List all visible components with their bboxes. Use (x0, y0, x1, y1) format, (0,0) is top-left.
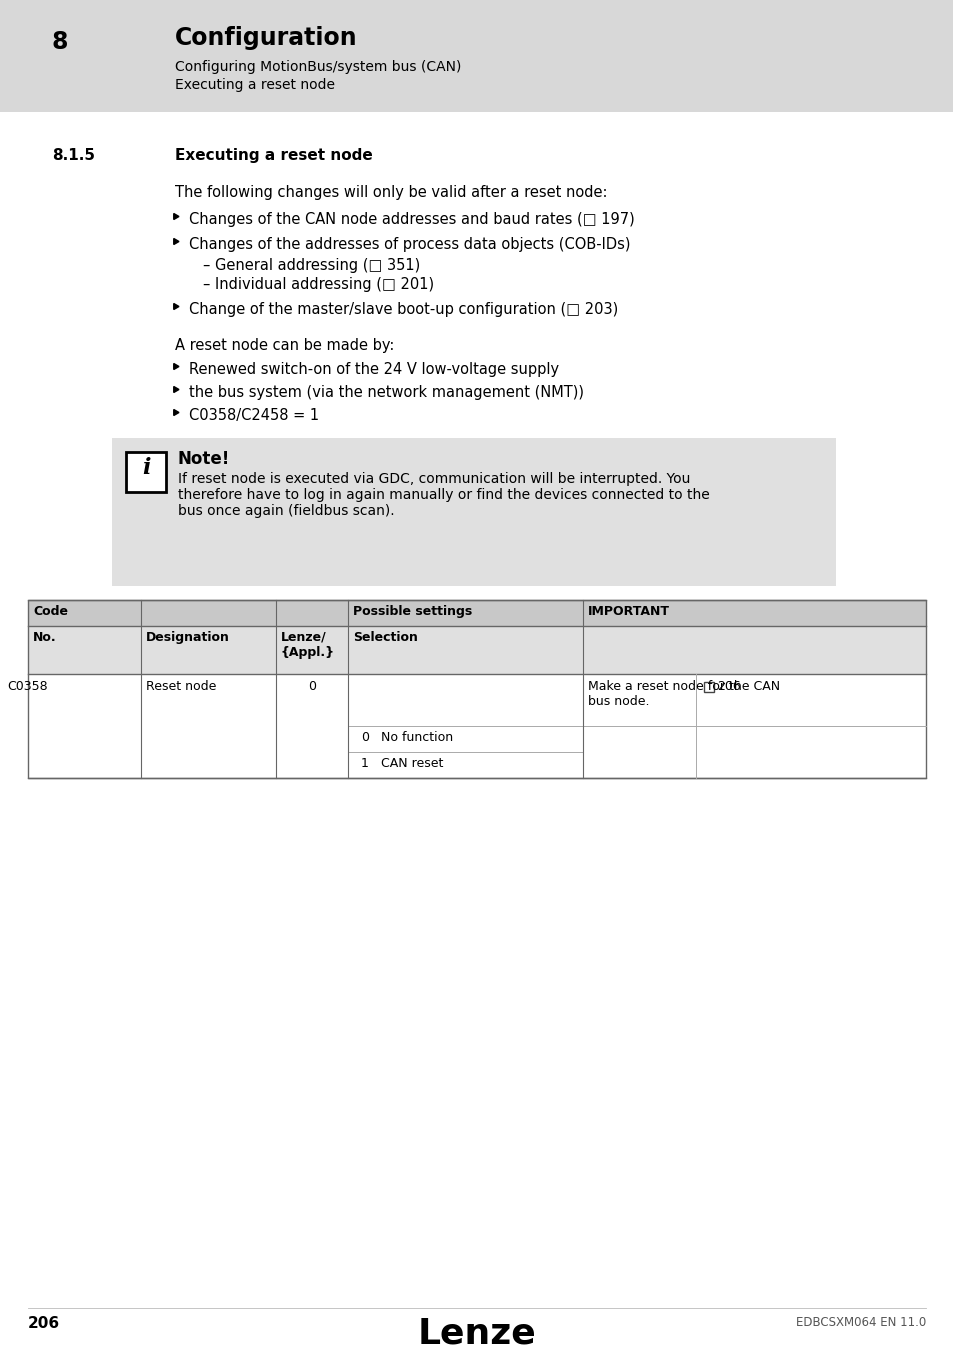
Text: EDBCSXM064 EN 11.0: EDBCSXM064 EN 11.0 (795, 1316, 925, 1328)
Text: Make a reset node for the CAN
bus node.: Make a reset node for the CAN bus node. (587, 680, 780, 707)
Text: Renewed switch-on of the 24 V low-voltage supply: Renewed switch-on of the 24 V low-voltag… (189, 362, 558, 377)
Text: Configuring MotionBus/system bus (CAN): Configuring MotionBus/system bus (CAN) (174, 59, 461, 74)
Text: Lenze/
{Appl.}: Lenze/ {Appl.} (281, 630, 335, 659)
Text: Note!: Note! (178, 450, 230, 468)
Text: Executing a reset node: Executing a reset node (174, 78, 335, 92)
Text: If reset node is executed via GDC, communication will be interrupted. You
theref: If reset node is executed via GDC, commu… (178, 472, 709, 518)
Text: Changes of the CAN node addresses and baud rates (□ 197): Changes of the CAN node addresses and ba… (189, 212, 634, 227)
Text: 8: 8 (52, 30, 69, 54)
Bar (703, 682, 713, 693)
Text: A reset node can be made by:: A reset node can be made by: (174, 338, 394, 352)
Text: Change of the master/slave boot-up configuration (□ 203): Change of the master/slave boot-up confi… (189, 302, 618, 317)
Text: No.: No. (33, 630, 56, 644)
Bar (28, 674, 925, 778)
Text: The following changes will only be valid after a reset node:: The following changes will only be valid… (174, 185, 607, 200)
Text: Lenze: Lenze (417, 1316, 536, 1350)
Text: 0: 0 (360, 730, 369, 744)
Text: Code: Code (33, 605, 68, 618)
Text: Configuration: Configuration (174, 26, 357, 50)
Text: 206: 206 (717, 680, 740, 693)
Bar (28, 626, 925, 674)
Text: Executing a reset node: Executing a reset node (174, 148, 373, 163)
Text: No function: No function (380, 730, 453, 744)
Bar (28, 599, 925, 626)
Text: IMPORTANT: IMPORTANT (587, 605, 669, 618)
Text: Changes of the addresses of process data objects (COB-IDs): Changes of the addresses of process data… (189, 238, 630, 252)
Text: 206: 206 (28, 1316, 60, 1331)
Text: Designation: Designation (146, 630, 230, 644)
Text: CAN reset: CAN reset (380, 757, 443, 769)
Text: Selection: Selection (353, 630, 417, 644)
Bar (112, 437, 835, 586)
Text: 1: 1 (360, 757, 369, 769)
Bar (0, 0, 953, 112)
Text: Reset node: Reset node (146, 680, 216, 693)
Text: C0358/C2458 = 1: C0358/C2458 = 1 (189, 408, 319, 423)
Text: Possible settings: Possible settings (353, 605, 472, 618)
Text: i: i (142, 458, 150, 479)
Text: – General addressing (□ 351): – General addressing (□ 351) (203, 258, 420, 273)
Text: the bus system (via the network management (NMT)): the bus system (via the network manageme… (189, 385, 583, 400)
Text: 0: 0 (308, 680, 315, 693)
Text: 8.1.5: 8.1.5 (52, 148, 95, 163)
Bar (126, 452, 166, 491)
Text: – Individual addressing (□ 201): – Individual addressing (□ 201) (203, 277, 434, 292)
Bar (28, 599, 925, 778)
Text: C0358: C0358 (8, 680, 48, 693)
